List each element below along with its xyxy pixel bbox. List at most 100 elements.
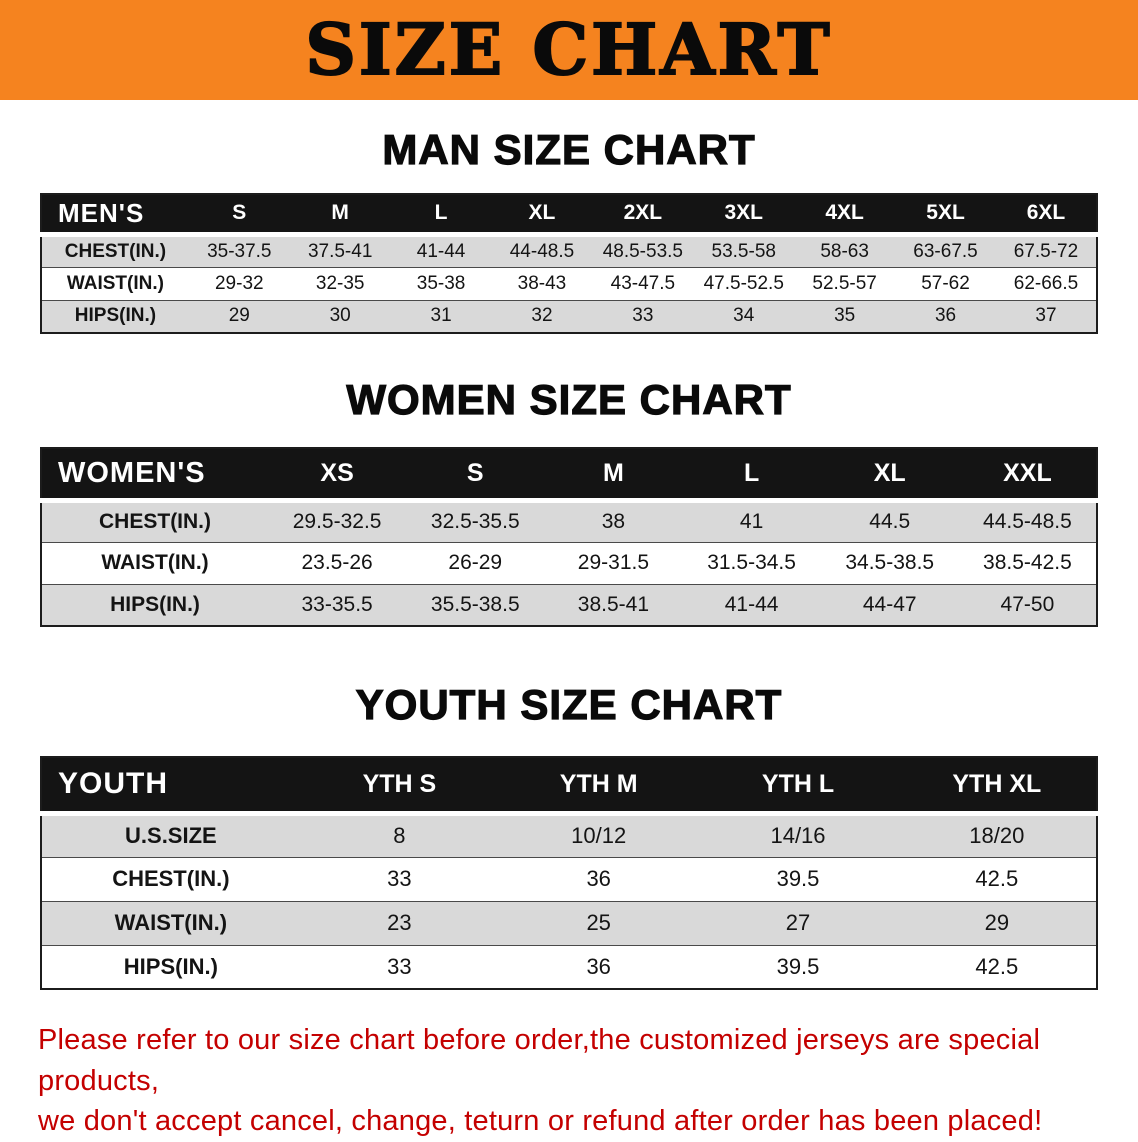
cell: 33 — [632, 305, 654, 327]
size-column-header: 5XL — [895, 194, 996, 237]
size-chart-banner: SIZE CHART — [0, 0, 1138, 100]
size-column-header: L — [682, 448, 821, 503]
cell: 35-38 — [416, 272, 466, 294]
cell: 27 — [785, 910, 811, 936]
row-label: CHEST(IN.) — [64, 240, 167, 262]
cell: 18/20 — [969, 823, 1025, 849]
table-row: HIPS(IN.) 33 36 39.5 42.5 — [41, 945, 1097, 990]
cell: 58-63 — [820, 240, 869, 262]
women-size-table: WOMEN'S XS S M L XL XXL CHEST(IN.) 29.5-… — [40, 447, 1098, 628]
cell: 35.5-38.5 — [430, 592, 520, 616]
policy-note: Please refer to our size chart before or… — [38, 1020, 1100, 1142]
youth-heading: YOUTH SIZE CHART — [355, 680, 783, 729]
cell: 33 — [387, 953, 412, 979]
cell: 53.5-58 — [711, 240, 776, 262]
cell: 37 — [1035, 305, 1057, 327]
size-column-header: XL — [820, 448, 959, 503]
size-column-header: L — [390, 194, 492, 237]
size-column-header: 3XL — [693, 194, 795, 237]
banner-title: SIZE CHART — [304, 8, 833, 91]
cell: 31.5-34.5 — [707, 551, 796, 575]
youth-header-row: YOUTH YTH S YTH M YTH L YTH XL — [41, 757, 1097, 816]
size-column-header: YTH L — [698, 757, 898, 816]
cell: 34 — [733, 305, 755, 327]
women-heading: WOMEN SIZE CHART — [346, 375, 792, 424]
size-column-header: XXL — [958, 448, 1097, 503]
cell: 33-35.5 — [301, 592, 373, 616]
women-header-row: WOMEN'S XS S M L XL XXL — [41, 448, 1097, 503]
size-column-header: M — [289, 194, 391, 237]
cell: 34.5-38.5 — [845, 551, 935, 575]
cell: 44-48.5 — [509, 240, 575, 262]
men-heading: MAN SIZE CHART — [382, 125, 756, 173]
cell: 67.5-72 — [1013, 240, 1079, 262]
cell: 32 — [531, 305, 553, 327]
cell: 41 — [739, 510, 764, 534]
cell: 29-32 — [214, 272, 264, 294]
cell: 37.5-41 — [307, 240, 373, 262]
size-column-header: 4XL — [794, 194, 896, 237]
men-section: MAN SIZE CHART MEN'S S M L XL 2XL 3XL 4X… — [0, 125, 1138, 335]
cell: 38.5-42.5 — [983, 551, 1072, 575]
row-label: WAIST(IN.) — [101, 551, 209, 575]
men-header-row: MEN'S S M L XL 2XL 3XL 4XL 5XL 6XL — [41, 194, 1097, 237]
table-row: CHEST(IN.) 35-37.5 37.5-41 41-44 44-48.5… — [41, 234, 1097, 268]
cell: 41-44 — [724, 592, 779, 616]
row-label: U.S.SIZE — [125, 823, 217, 849]
cell: 32-35 — [315, 272, 365, 294]
table-row: HIPS(IN.) 29 30 31 32 33 34 35 36 37 — [41, 300, 1097, 334]
cell: 29 — [228, 305, 250, 327]
size-column-header: XL — [491, 194, 593, 237]
table-row: CHEST(IN.) 29.5-32.5 32.5-35.5 38 41 44.… — [41, 500, 1097, 543]
cell: 43-47.5 — [610, 272, 676, 294]
cell: 44.5 — [869, 510, 911, 534]
size-column-header: S — [188, 194, 290, 237]
size-column-header: M — [544, 448, 683, 503]
table-row: CHEST(IN.) 33 36 39.5 42.5 — [41, 857, 1097, 902]
cell: 36 — [586, 953, 611, 979]
cell: 52.5-57 — [812, 272, 877, 294]
row-label: CHEST(IN.) — [99, 510, 212, 534]
cell: 44.5-48.5 — [983, 510, 1072, 534]
cell: 35-37.5 — [207, 240, 272, 262]
cell: 41-44 — [416, 240, 466, 262]
cell: 42.5 — [975, 866, 1019, 892]
cell: 48.5-53.5 — [602, 240, 683, 262]
cell: 39.5 — [776, 866, 820, 892]
row-label: HIPS(IN.) — [123, 953, 218, 979]
cell: 23.5-26 — [301, 551, 373, 575]
cell: 62-66.5 — [1013, 272, 1079, 294]
size-column-header: YTH M — [499, 757, 699, 816]
size-column-header: S — [406, 448, 545, 503]
men-table-title: MEN'S — [41, 194, 189, 237]
cell: 38.5-41 — [577, 592, 650, 616]
women-section: WOMEN SIZE CHART WOMEN'S XS S M L XL XXL… — [0, 375, 1138, 628]
cell: 63-67.5 — [913, 240, 978, 262]
youth-table-title: YOUTH — [41, 757, 300, 816]
cell: 36 — [934, 305, 957, 327]
cell: 10/12 — [571, 823, 627, 849]
table-row: WAIST(IN.) 29-32 32-35 35-38 38-43 43-47… — [41, 267, 1097, 301]
cell: 32.5-35.5 — [430, 510, 520, 534]
cell: 44-47 — [862, 592, 917, 616]
cell: 39.5 — [776, 953, 820, 979]
cell: 29.5-32.5 — [292, 510, 382, 534]
table-row: WAIST(IN.) 23 25 27 29 — [41, 901, 1097, 946]
cell: 8 — [393, 823, 406, 849]
policy-note-line-1: Please refer to our size chart before or… — [38, 1024, 1041, 1097]
cell: 26-29 — [448, 551, 503, 575]
cell: 29 — [984, 910, 1010, 936]
cell: 23 — [387, 910, 412, 936]
youth-section: YOUTH SIZE CHART YOUTH YTH S YTH M YTH L… — [0, 680, 1138, 991]
table-row: HIPS(IN.) 33-35.5 35.5-38.5 38.5-41 41-4… — [41, 584, 1097, 627]
men-size-table: MEN'S S M L XL 2XL 3XL 4XL 5XL 6XL CHEST… — [40, 193, 1098, 335]
cell: 29-31.5 — [577, 551, 650, 575]
cell: 25 — [586, 910, 611, 936]
size-column-header: YTH XL — [897, 757, 1097, 816]
size-column-header: YTH S — [299, 757, 500, 816]
row-label: HIPS(IN.) — [110, 592, 200, 616]
youth-size-table: YOUTH YTH S YTH M YTH L YTH XL U.S.SIZE … — [40, 756, 1098, 991]
cell: 47-50 — [1000, 592, 1055, 616]
row-label: HIPS(IN.) — [74, 305, 157, 327]
